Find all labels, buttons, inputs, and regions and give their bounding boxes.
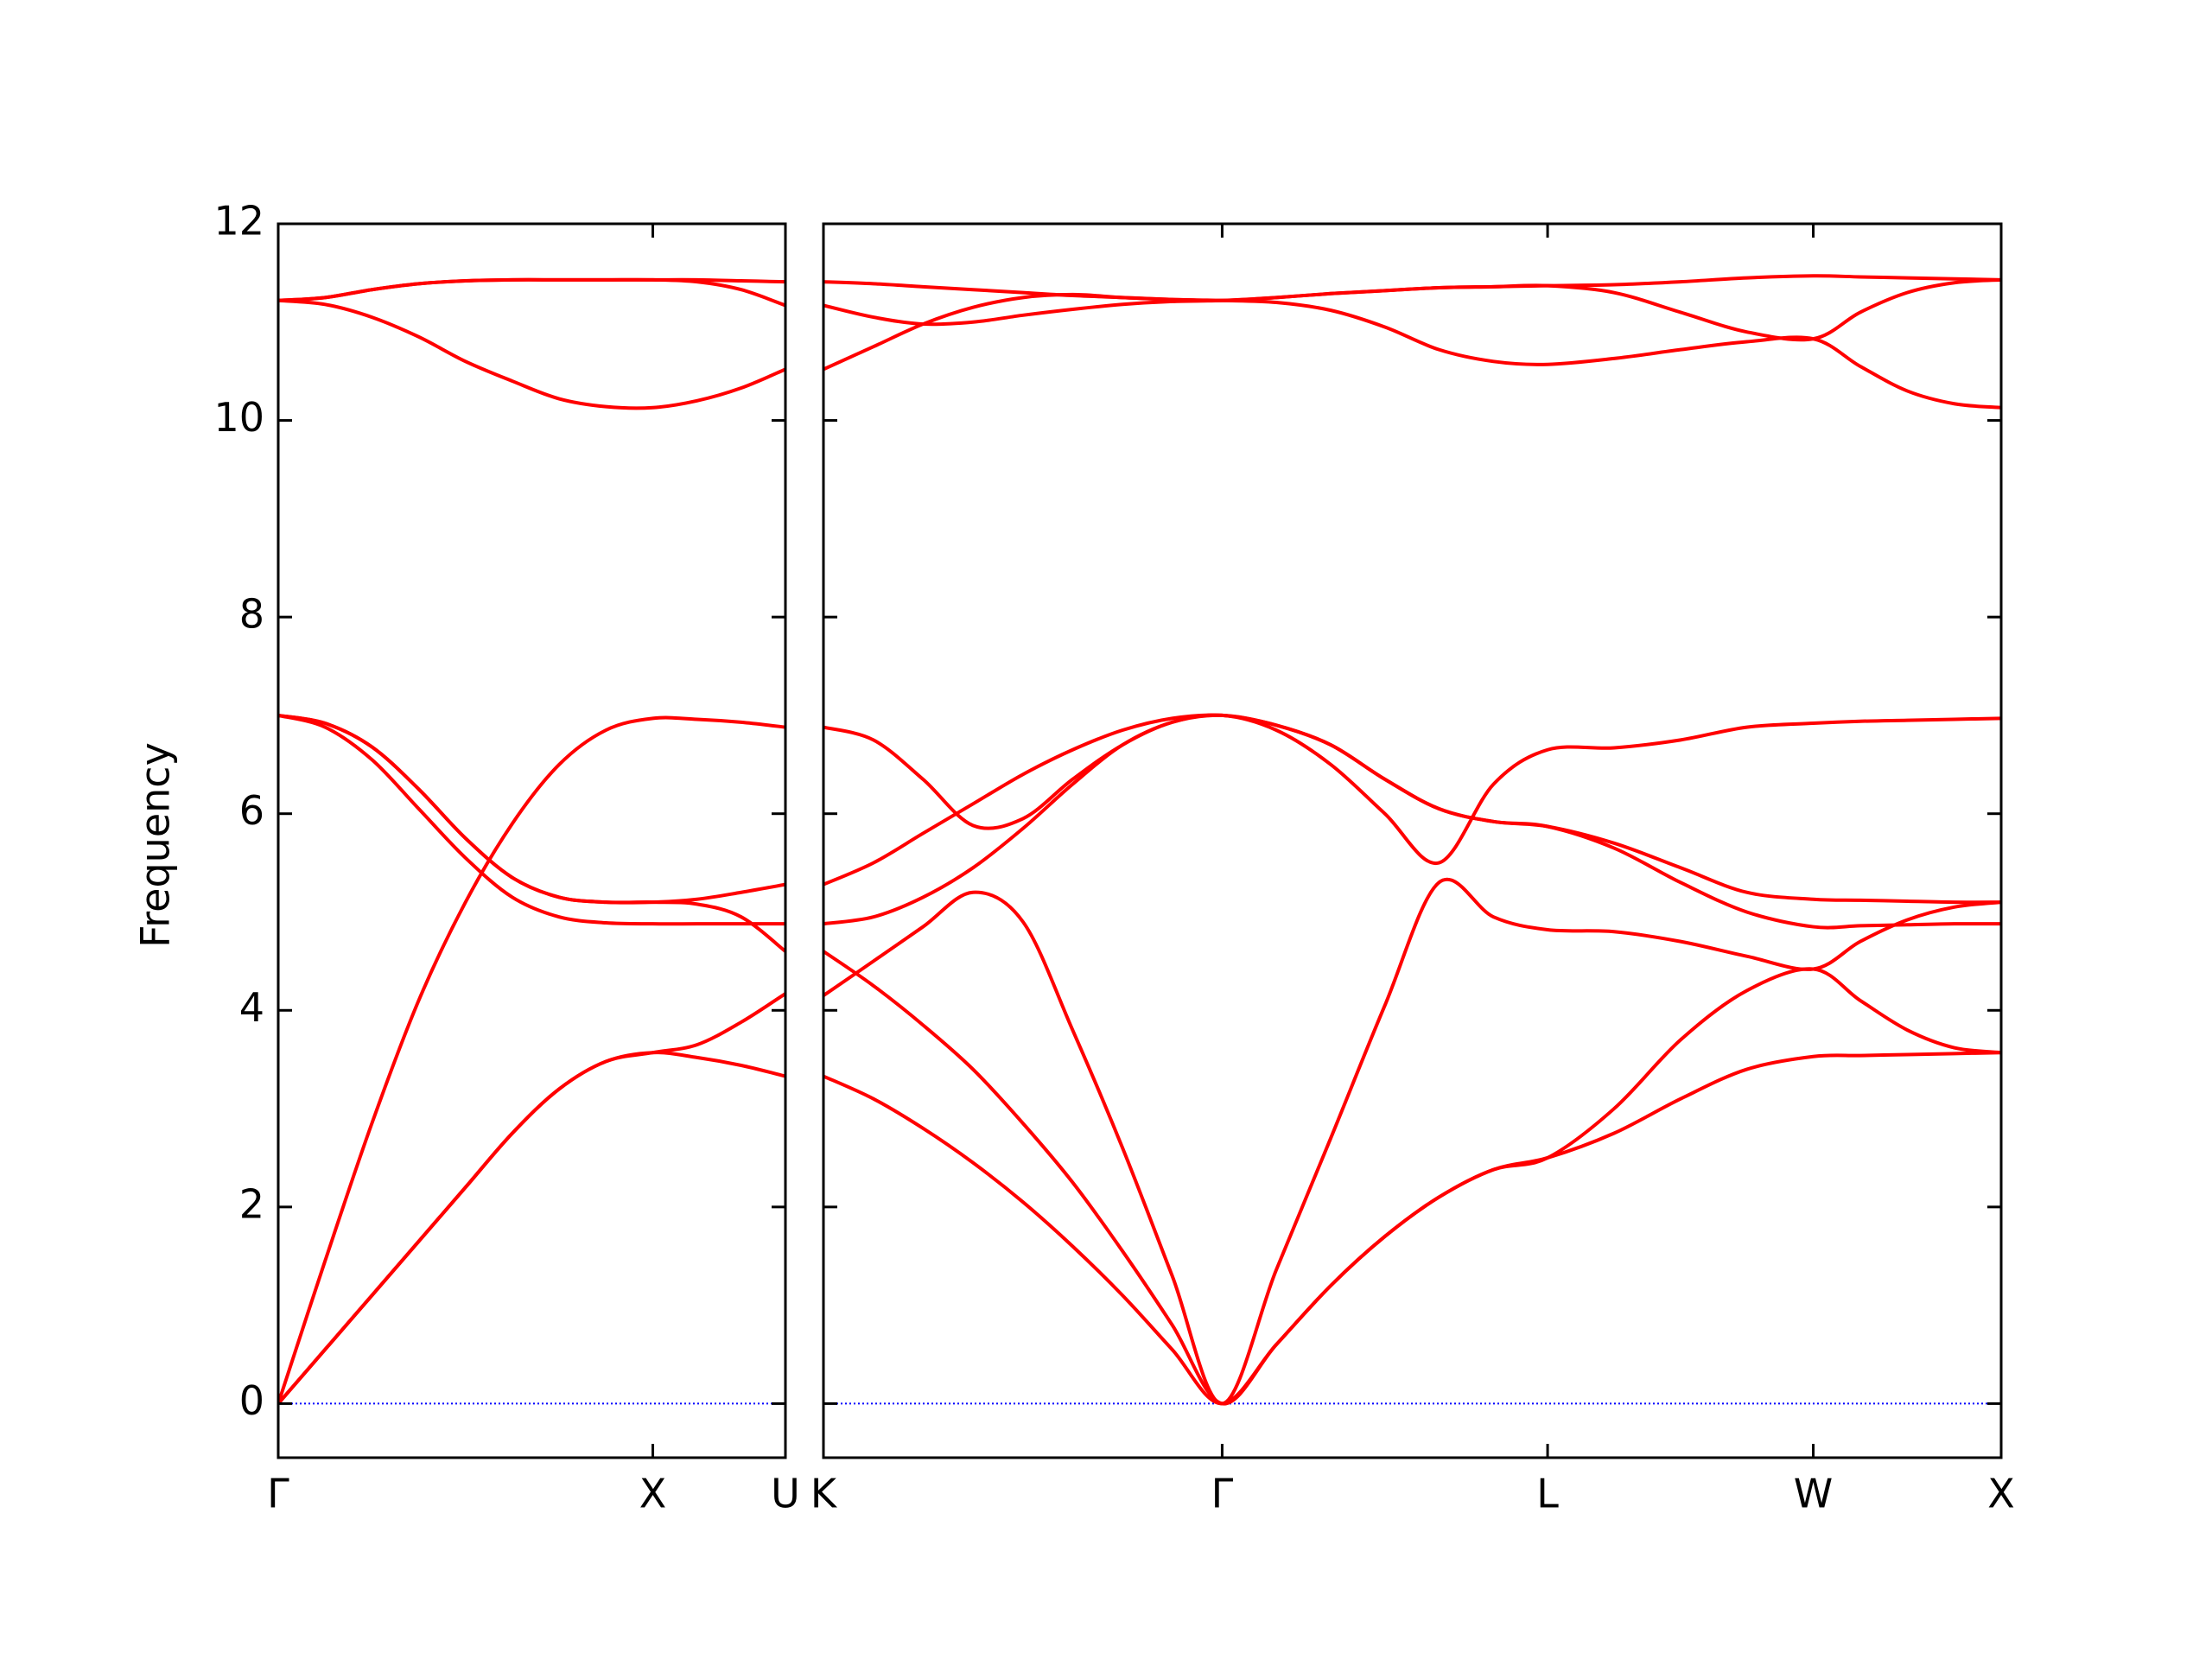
band-line: [278, 713, 785, 905]
band-line: [278, 715, 785, 1405]
y-tick-label: 0: [239, 1377, 264, 1424]
plot-frame: [276, 222, 787, 1459]
band-line: [823, 1051, 2001, 1406]
band-line: [823, 292, 2001, 410]
x-tick-label: Γ: [1211, 1471, 1234, 1517]
band-line: [823, 713, 2001, 865]
x-tick-label: X: [639, 1471, 667, 1517]
band-line: [278, 298, 785, 410]
y-tick-label: 12: [213, 198, 264, 245]
band-line: [278, 992, 785, 1405]
y-tick-label: 4: [239, 984, 264, 1031]
y-tick-label: 10: [213, 394, 264, 441]
x-tick-label: K: [810, 1471, 838, 1517]
y-tick-label: 8: [239, 591, 264, 638]
y-axis-label: Frequency: [132, 742, 179, 948]
band-line: [278, 713, 785, 953]
x-tick-label: W: [1794, 1471, 1833, 1517]
band-line: [278, 1051, 785, 1405]
band-line: [823, 877, 2001, 1406]
x-tick-label: U: [771, 1471, 800, 1517]
band-line: [278, 277, 785, 302]
band-line: [823, 713, 2001, 930]
x-tick-label: L: [1536, 1471, 1559, 1517]
y-tick-label: 6: [239, 787, 264, 834]
band-line: [823, 950, 2001, 1406]
band-line: [823, 713, 2001, 905]
x-tick-label: X: [1987, 1471, 2015, 1517]
band-line: [278, 713, 785, 926]
y-tick-label: 2: [239, 1180, 264, 1227]
band-line: [823, 274, 2001, 302]
plot-frame: [822, 222, 2003, 1459]
x-tick-label: Γ: [267, 1471, 289, 1517]
